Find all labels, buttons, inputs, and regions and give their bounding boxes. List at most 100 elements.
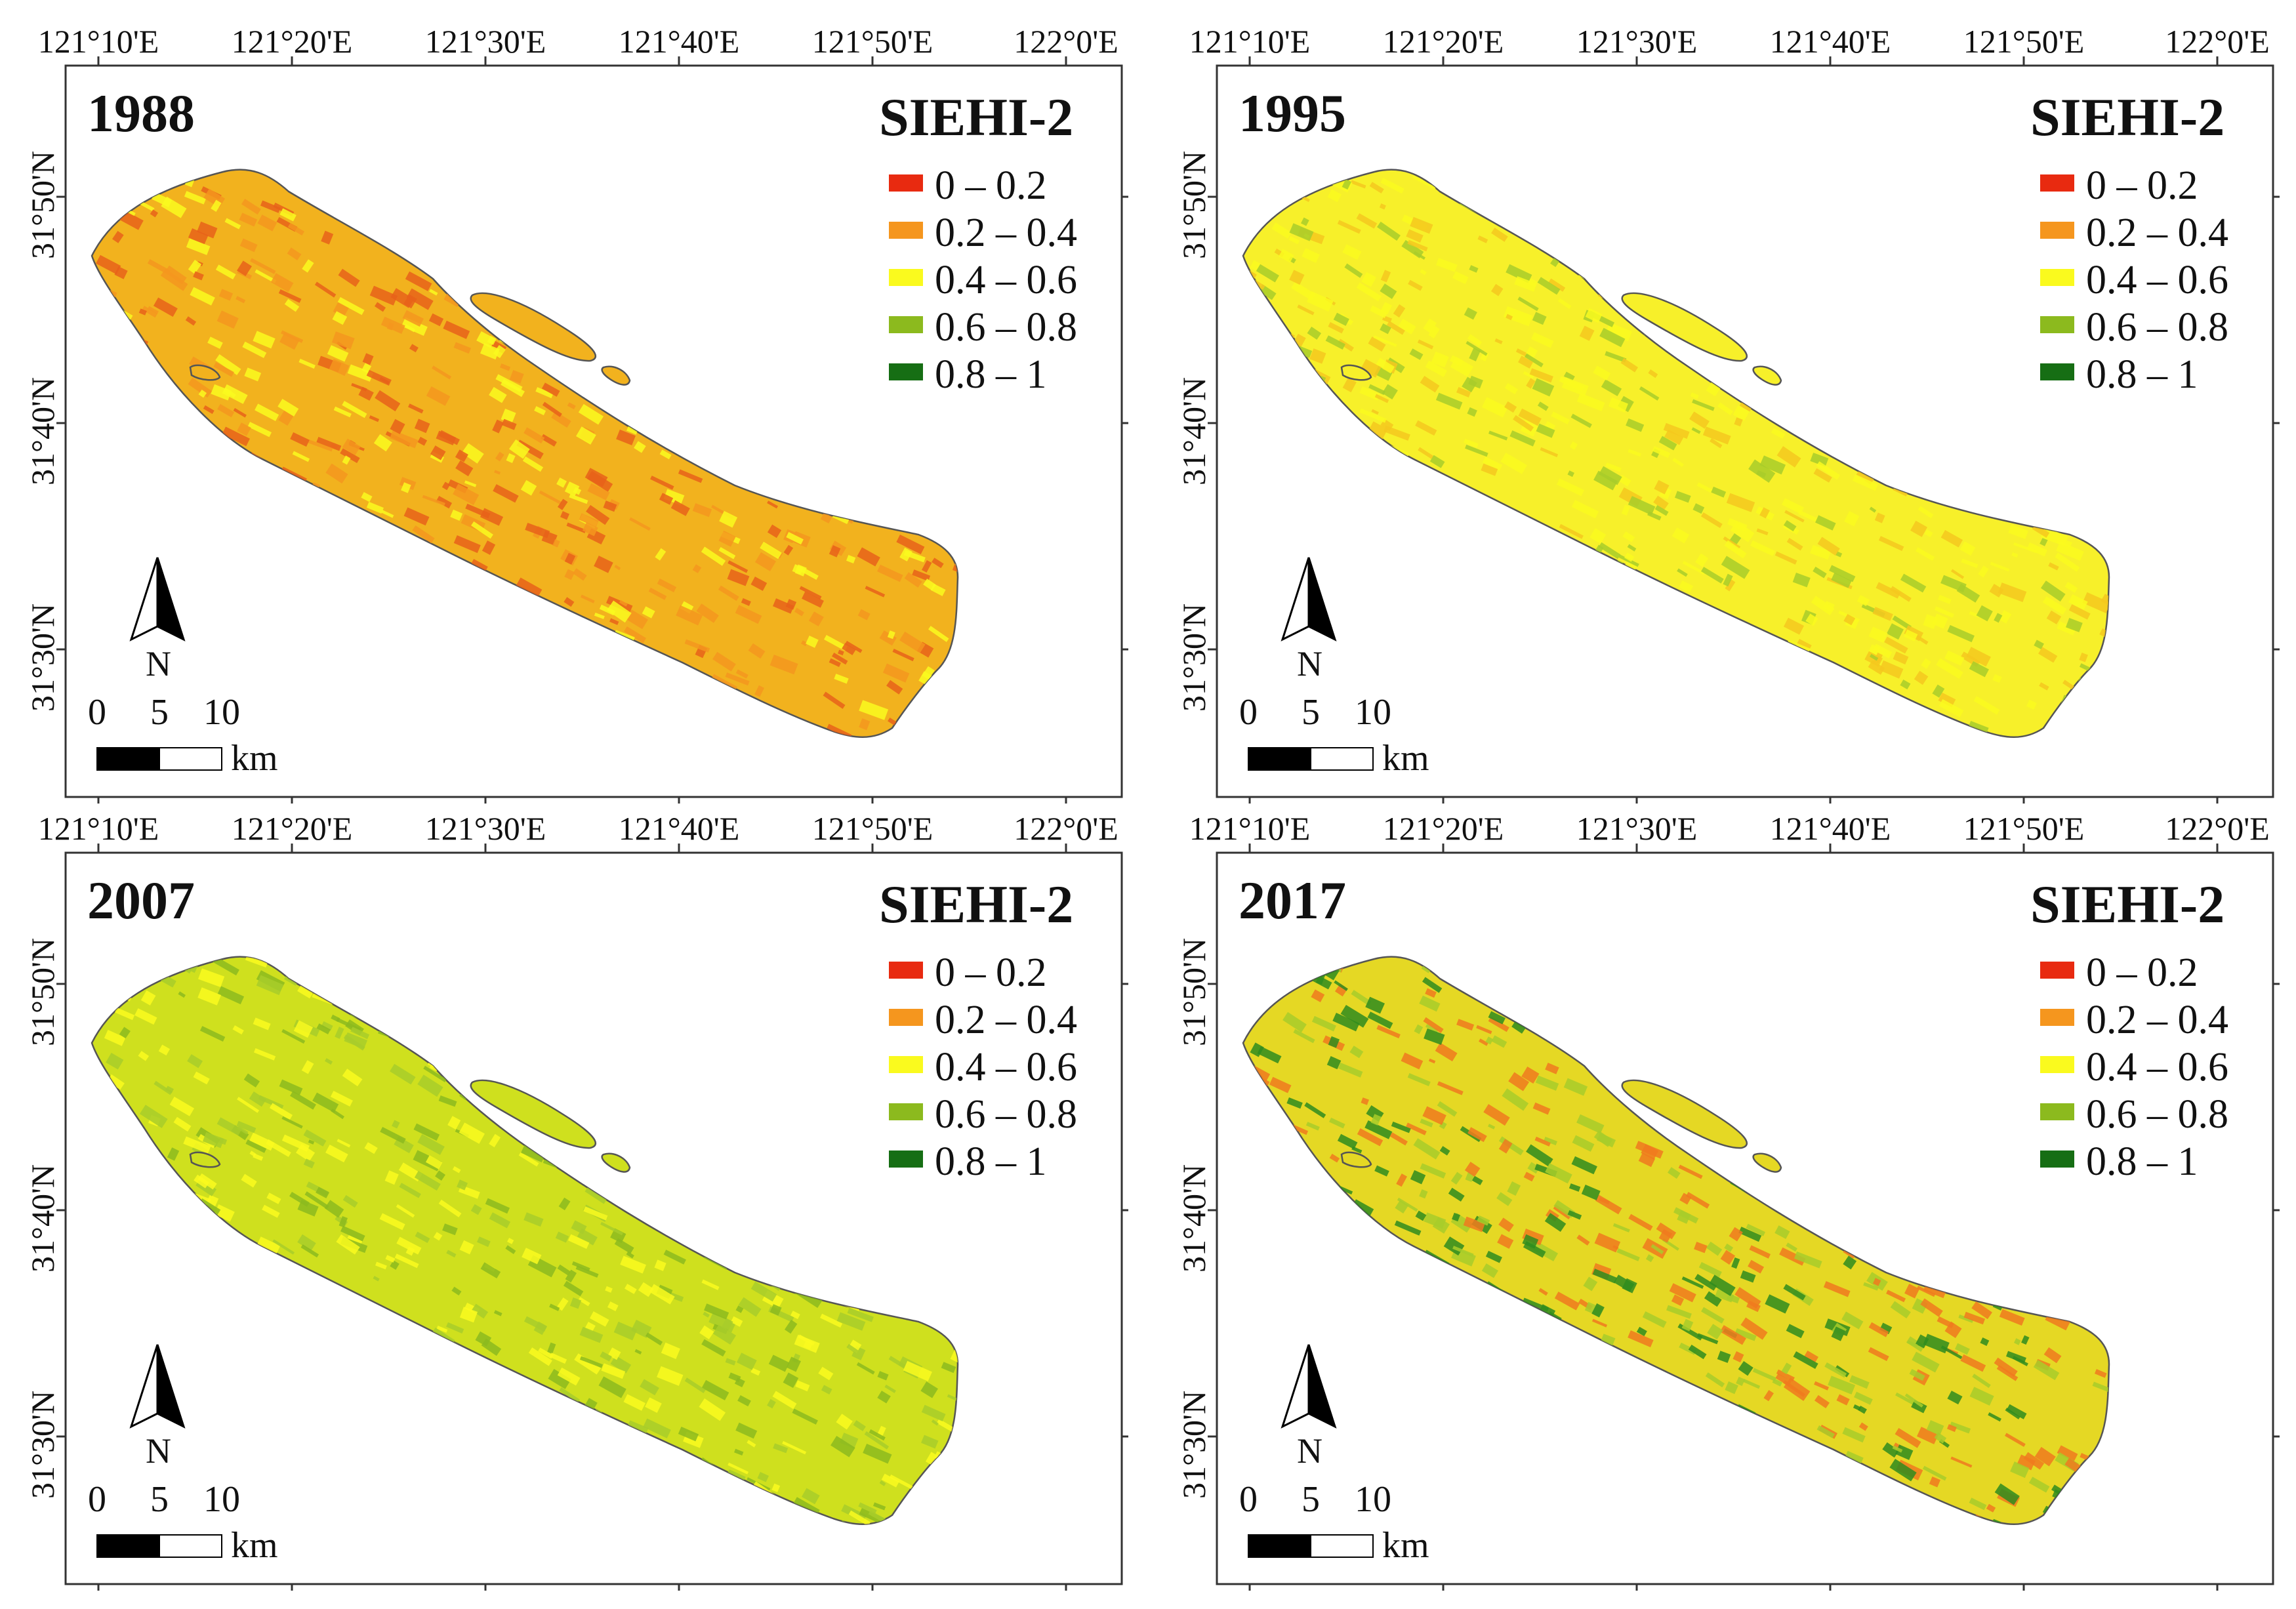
latitude-label: 31°30'N [1176, 603, 1212, 712]
scale-tick-label: 5 [150, 692, 169, 733]
scale-bar [96, 1534, 222, 1558]
latitude-label: 31°50'N [24, 937, 61, 1046]
legend-label: 0.4 – 0.6 [935, 258, 1077, 302]
scale-tick-label: 10 [203, 1479, 240, 1520]
longitude-label: 121°20'E [1382, 23, 1504, 60]
legend-swatch [2040, 1056, 2074, 1073]
north-arrow-label: N [1297, 644, 1322, 683]
scale-bar [1248, 1534, 1374, 1558]
legend-label: 0 – 0.2 [2086, 163, 2198, 208]
islet-2 [601, 1152, 631, 1173]
legend-swatch [889, 1056, 923, 1073]
legend-item: 0.2 – 0.4 [889, 997, 1112, 1040]
north-arrow-label: N [146, 644, 171, 683]
scale-tick-label: 0 [88, 1479, 106, 1520]
scale-unit-label: km [231, 1525, 278, 1566]
longitude-label: 121°50'E [811, 810, 933, 847]
scale-tick-label: 10 [203, 692, 240, 733]
legend-item: 0.4 – 0.6 [889, 257, 1112, 300]
longitude-label: 122°0'E [1014, 23, 1118, 60]
north-arrow-label: N [1297, 1431, 1322, 1471]
legend-label: 0.6 – 0.8 [2086, 305, 2228, 350]
legend-item: 0.6 – 0.8 [889, 1091, 1112, 1135]
island-chongming [1242, 956, 2110, 1525]
longitude-label: 122°0'E [2165, 810, 2270, 847]
islet-1 [470, 1079, 596, 1149]
longitude-label: 121°20'E [231, 23, 353, 60]
legend-label: 0 – 0.2 [935, 163, 1047, 208]
legend-swatch [889, 363, 923, 380]
scale-tick-label: 5 [1302, 1479, 1320, 1520]
legend-label: 0.8 – 1 [2086, 1139, 2198, 1184]
map-canvas [56, 844, 1128, 1591]
map-canvas [1208, 56, 2280, 804]
longitude-label: 121°10'E [37, 23, 159, 60]
longitude-label: 121°40'E [618, 810, 740, 847]
legend-swatch [2040, 269, 2074, 286]
legend-swatch [889, 1151, 923, 1168]
longitude-label: 121°40'E [1769, 23, 1891, 60]
legend-label: 0.2 – 0.4 [2086, 998, 2228, 1042]
longitude-label: 121°50'E [1963, 23, 2085, 60]
legend-swatch [2040, 962, 2074, 979]
legend-item: 0 – 0.2 [2040, 950, 2263, 993]
latitude-label: 31°40'N [24, 1164, 61, 1273]
legend-item: 0 – 0.2 [889, 950, 1112, 993]
scale-unit-label: km [1382, 1525, 1429, 1566]
scale-tick-label: 10 [1355, 692, 1391, 733]
scale-bar [96, 747, 222, 771]
legend-swatch [889, 962, 923, 979]
legend-item: 0.4 – 0.6 [2040, 257, 2263, 300]
legend-item: 0 – 0.2 [2040, 163, 2263, 206]
longitude-label: 121°10'E [1189, 810, 1311, 847]
legend-swatch [2040, 1151, 2074, 1168]
islet-1 [470, 292, 596, 362]
islet-2 [1752, 365, 1782, 386]
legend-item: 0.6 – 0.8 [2040, 304, 2263, 348]
legend-label: 0.8 – 1 [935, 352, 1047, 397]
legend-label: 0.6 – 0.8 [2086, 1092, 2228, 1137]
longitude-label: 121°50'E [811, 23, 933, 60]
legend-item: 0.8 – 1 [889, 1139, 1112, 1182]
legend-label: 0.2 – 0.4 [935, 211, 1077, 255]
legend-swatch [2040, 1009, 2074, 1026]
legend-swatch [2040, 174, 2074, 192]
islet-3 [1340, 1151, 1372, 1168]
latitude-label: 31°30'N [1176, 1390, 1212, 1499]
longitude-label: 121°30'E [424, 23, 546, 60]
longitude-label: 122°0'E [2165, 23, 2270, 60]
longitude-label: 121°50'E [1963, 810, 2085, 847]
scale-tick-label: 0 [1239, 692, 1258, 733]
legend-item: 0.2 – 0.4 [889, 210, 1112, 253]
legend-swatch [889, 269, 923, 286]
map-canvas [56, 56, 1128, 804]
legend-label: 0 – 0.2 [2086, 950, 2198, 995]
map-panel-1995: 121°10'E 121°20'E 121°30'E 121°40'E 121°50'E… [1151, 0, 2296, 804]
scale-tick-label: 5 [1302, 692, 1320, 733]
legend-swatch [889, 174, 923, 192]
islet-2 [1752, 1152, 1782, 1173]
latitude-label: 31°50'N [1176, 150, 1212, 259]
scale-unit-label: km [1382, 738, 1429, 779]
legend-label: 0.4 – 0.6 [2086, 258, 2228, 302]
longitude-label: 121°30'E [1576, 23, 1698, 60]
scale-tick-label: 0 [1239, 1479, 1258, 1520]
scale-tick-label: 10 [1355, 1479, 1391, 1520]
legend-swatch [2040, 363, 2074, 380]
longitude-label: 121°10'E [1189, 23, 1311, 60]
latitude-label: 31°30'N [24, 1390, 61, 1499]
legend-item: 0.4 – 0.6 [2040, 1044, 2263, 1088]
map-canvas [1208, 844, 2280, 1591]
longitude-label: 121°20'E [1382, 810, 1504, 847]
map-panel-2007: 121°10'E 121°20'E 121°30'E 121°40'E 121°50'E… [0, 787, 1145, 1591]
north-arrow-icon [1281, 557, 1337, 642]
legend-label: 0.4 – 0.6 [2086, 1045, 2228, 1090]
legend-label: 0.8 – 1 [935, 1139, 1047, 1184]
latitude-label: 31°40'N [24, 377, 61, 485]
longitude-label: 121°40'E [618, 23, 740, 60]
legend-title: SIEHI-2 [2030, 874, 2225, 934]
legend-item: 0.6 – 0.8 [889, 304, 1112, 348]
north-arrow-icon [129, 1344, 186, 1429]
legend-label: 0.8 – 1 [2086, 352, 2198, 397]
legend-label: 0.2 – 0.4 [2086, 211, 2228, 255]
